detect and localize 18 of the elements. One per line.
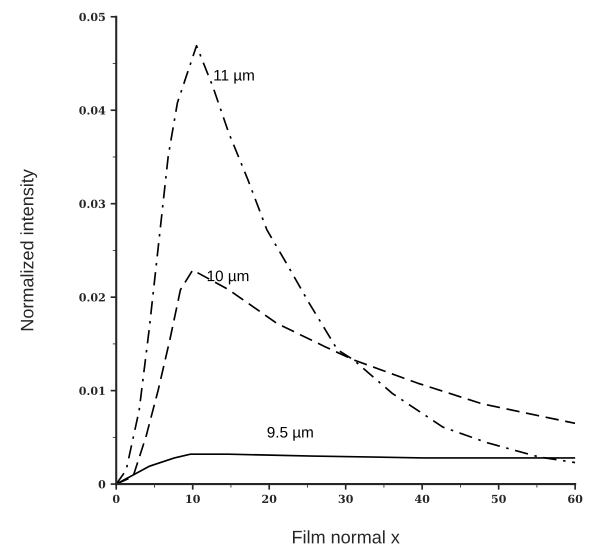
series-label: 11 µm (214, 70, 254, 84)
x-tick-label: 60 (568, 494, 582, 504)
x-tick-label: 30 (338, 494, 353, 504)
y-tick-label: 0.03 (79, 200, 106, 208)
x-tick-label: 10 (186, 494, 200, 504)
x-tick-label: 50 (492, 494, 506, 504)
y-tick-label: 0.02 (79, 293, 105, 302)
y-tick-label: 0.05 (79, 12, 105, 22)
x-tick-label: 40 (414, 494, 430, 504)
series-label: 9.5 µm (268, 426, 313, 441)
x-tick-label: 20 (262, 494, 276, 504)
series-label: 10 µm (208, 270, 248, 284)
y-axis-title: Normalized intensity (20, 169, 38, 330)
y-tick-label: 0.04 (79, 106, 106, 115)
y-tick-label: 0 (98, 480, 106, 488)
x-tick-label: 0 (112, 494, 120, 504)
x-axis-title: Film normal x (292, 530, 400, 544)
y-tick-label: 0.01 (79, 386, 105, 396)
